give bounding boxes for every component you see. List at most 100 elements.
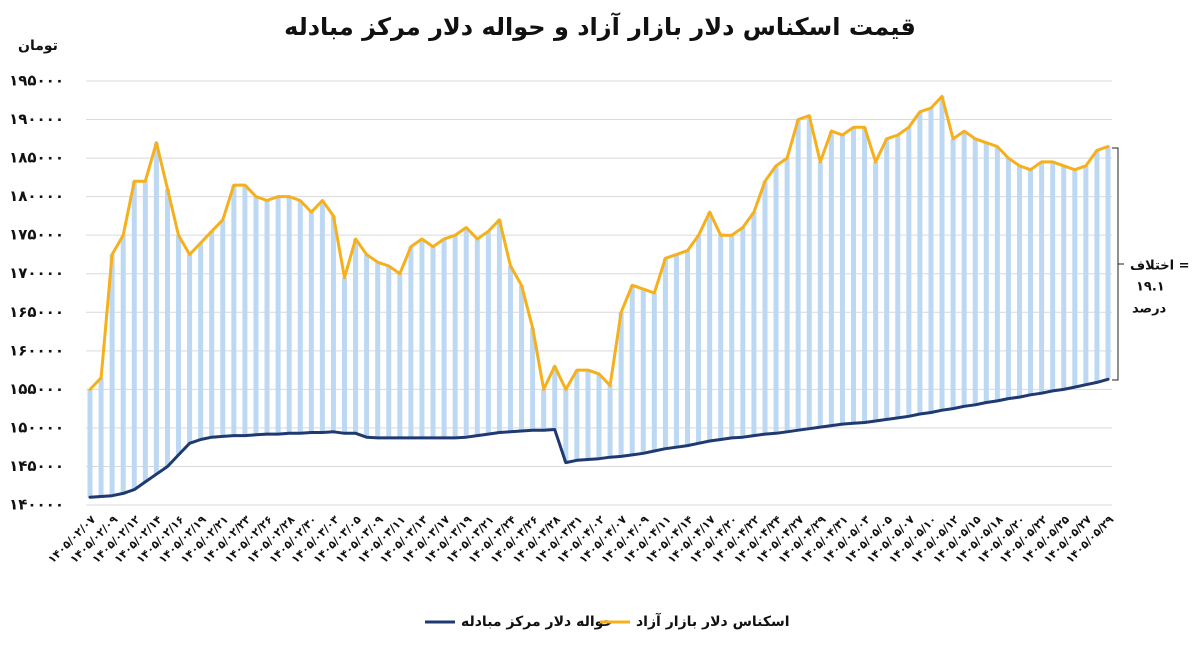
drop-line bbox=[330, 215, 336, 432]
drop-line bbox=[485, 231, 491, 435]
y-tick-label: ۱۴۰۰۰۰ bbox=[9, 496, 64, 514]
drop-line bbox=[131, 181, 137, 490]
y-tick-label: ۱۷۰۰۰۰ bbox=[9, 264, 64, 282]
y-tick-label: ۱۶۵۰۰۰ bbox=[9, 303, 64, 321]
drop-line bbox=[1005, 158, 1011, 399]
drop-line bbox=[983, 142, 989, 403]
drop-line bbox=[474, 239, 480, 436]
y-tick-label: ۱۸۵۰۰۰ bbox=[9, 149, 64, 167]
drop-line bbox=[1094, 150, 1100, 383]
drop-line bbox=[386, 266, 392, 438]
y-tick-label: ۱۸۰۰۰۰ bbox=[9, 187, 64, 205]
drop-line bbox=[297, 200, 303, 434]
drop-line bbox=[762, 181, 768, 435]
drop-line bbox=[950, 138, 956, 409]
drop-line bbox=[507, 266, 513, 432]
annotation-text: درصد bbox=[1132, 302, 1167, 317]
annotation: اختلاف = ۱۹.۱ درصد bbox=[1112, 147, 1190, 381]
drop-line bbox=[906, 127, 912, 417]
drop-line bbox=[972, 138, 978, 405]
y-tick-label: ۱۴۵۰۰۰ bbox=[9, 457, 64, 475]
drop-line bbox=[773, 165, 779, 434]
drop-line bbox=[408, 246, 414, 438]
legend-item: حواله دلار مرکز مبادله bbox=[425, 614, 614, 630]
drop-line bbox=[519, 285, 525, 431]
drop-line bbox=[308, 212, 314, 433]
drop-line bbox=[264, 200, 270, 435]
drop-line bbox=[176, 235, 182, 455]
drop-line bbox=[563, 389, 569, 463]
drop-line bbox=[873, 161, 879, 421]
annotation-bracket bbox=[1112, 147, 1124, 381]
drop-line bbox=[419, 239, 425, 438]
drop-line bbox=[673, 254, 679, 448]
legend-label: اسکناس دلار بازار آزاد bbox=[636, 612, 790, 630]
drop-line bbox=[353, 239, 359, 434]
y-tick-label: ۱۷۵۰۰۰ bbox=[9, 226, 64, 244]
drop-line bbox=[1028, 169, 1034, 395]
annotation-text: اختلاف = bbox=[1130, 259, 1190, 274]
drop-line bbox=[209, 231, 215, 438]
drop-line bbox=[961, 131, 967, 407]
drop-line bbox=[662, 258, 668, 449]
drop-line bbox=[98, 377, 104, 497]
drop-line bbox=[817, 161, 823, 428]
drop-line bbox=[220, 219, 226, 437]
drop-line bbox=[552, 366, 558, 430]
y-tick-label: ۱۶۰۰۰۰ bbox=[9, 341, 64, 359]
drop-line bbox=[729, 235, 735, 438]
drop-line bbox=[430, 246, 436, 438]
legend-label: حواله دلار مرکز مبادله bbox=[461, 614, 614, 630]
drop-line bbox=[164, 188, 170, 467]
drop-line bbox=[806, 115, 812, 429]
drop-line bbox=[342, 277, 347, 434]
drop-line bbox=[375, 262, 381, 438]
drop-line bbox=[696, 235, 702, 444]
drop-line bbox=[862, 127, 868, 423]
drop-line bbox=[939, 96, 945, 411]
drop-line bbox=[895, 134, 901, 418]
drop-line bbox=[740, 227, 746, 438]
drop-line bbox=[640, 289, 646, 454]
y-tick-label: ۱۹۵۰۰۰ bbox=[9, 72, 64, 90]
drop-line bbox=[884, 138, 890, 420]
drop-line bbox=[994, 146, 1000, 401]
drop-line bbox=[319, 200, 325, 433]
y-tick-label: ۱۵۵۰۰۰ bbox=[9, 380, 64, 398]
drop-line bbox=[242, 185, 248, 436]
drop-line bbox=[541, 389, 547, 431]
y-tick-label: ۱۵۰۰۰۰ bbox=[9, 418, 64, 436]
drop-line bbox=[286, 196, 292, 434]
drop-line bbox=[364, 254, 370, 438]
drop-line bbox=[1039, 161, 1045, 394]
drop-line bbox=[198, 242, 204, 440]
drop-line bbox=[142, 181, 148, 482]
drop-line bbox=[109, 254, 115, 496]
drop-line bbox=[851, 127, 856, 424]
chart-title: قیمت اسکناس دلار بازار آزاد و حواله دلار… bbox=[284, 12, 916, 41]
drop-line bbox=[607, 385, 613, 458]
drop-line bbox=[397, 273, 403, 438]
drop-line bbox=[1105, 146, 1111, 380]
drop-line bbox=[496, 219, 502, 433]
drop-line bbox=[1083, 165, 1089, 385]
drop-line bbox=[751, 212, 757, 436]
drop-line bbox=[707, 212, 713, 442]
drop-line bbox=[1016, 165, 1022, 398]
drop-line bbox=[839, 134, 845, 425]
drop-line bbox=[928, 107, 934, 413]
drop-line bbox=[828, 131, 834, 426]
legend-item: اسکناس دلار بازار آزاد bbox=[600, 612, 790, 630]
y-tick-label: ۱۹۰۰۰۰ bbox=[9, 110, 64, 128]
drop-line bbox=[1072, 169, 1078, 388]
drop-line bbox=[718, 235, 724, 440]
drop-line bbox=[685, 250, 691, 446]
drop-line bbox=[441, 239, 447, 438]
annotation-text: ۱۹.۱ bbox=[1136, 280, 1165, 295]
drop-line bbox=[585, 370, 591, 460]
drop-line bbox=[120, 235, 126, 494]
drop-line bbox=[795, 119, 801, 431]
drop-line bbox=[463, 227, 469, 438]
